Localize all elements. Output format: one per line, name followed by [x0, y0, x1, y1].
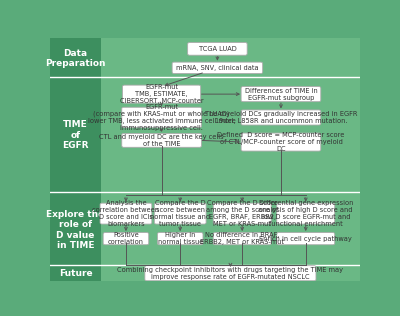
Bar — [101, 77, 360, 192]
Bar — [50, 38, 101, 77]
FancyBboxPatch shape — [158, 233, 203, 245]
Text: Future: Future — [59, 269, 92, 278]
Text: EGFR-mut
(compare with KRAS-mut or whole LUAD)
lower TMB, less activated immune : EGFR-mut (compare with KRAS-mut or whole… — [88, 104, 236, 131]
Text: No difference in BRAF,
ERBB2, MET or KRAS-mut: No difference in BRAF, ERBB2, MET or KRA… — [200, 232, 284, 245]
Text: Positive
correlation: Positive correlation — [108, 232, 144, 245]
Text: Differential gene expression
analysis of high D score and
low D score EGFR-mut a: Differential gene expression analysis of… — [258, 200, 353, 227]
Text: EGFR-mut
TMB, ESTIMATE,
CIBERSORT, MCP-counter: EGFR-mut TMB, ESTIMATE, CIBERSORT, MCP-c… — [120, 84, 204, 104]
FancyBboxPatch shape — [213, 203, 271, 224]
FancyBboxPatch shape — [103, 233, 149, 245]
FancyBboxPatch shape — [241, 110, 321, 125]
Text: CTL and myeloid DC are the key cells
of the TIME: CTL and myeloid DC are the key cells of … — [99, 134, 224, 147]
FancyBboxPatch shape — [241, 133, 321, 151]
Text: Differences of TIME in
EGFR-mut subgroup: Differences of TIME in EGFR-mut subgroup — [244, 88, 317, 100]
Bar — [50, 192, 101, 265]
Text: TIME
of
EGFR: TIME of EGFR — [62, 120, 89, 150]
FancyBboxPatch shape — [122, 107, 202, 128]
FancyBboxPatch shape — [122, 133, 202, 147]
FancyBboxPatch shape — [145, 266, 316, 281]
Bar — [50, 77, 101, 192]
Text: Higher in
normal tissue: Higher in normal tissue — [158, 232, 203, 245]
Text: Explore the
role of
D value
in TIME: Explore the role of D value in TIME — [46, 210, 105, 250]
FancyBboxPatch shape — [122, 85, 201, 103]
Text: Compare the D score
among the D score of
EGFR, BRAF, ERBB2,
MET or KRAS-mut: Compare the D score among the D score of… — [206, 200, 278, 227]
Text: Combining checkpoint inhibitors with drugs targeting the TIME may
improve respon: Combining checkpoint inhibitors with dru… — [118, 267, 344, 280]
FancyBboxPatch shape — [100, 203, 152, 224]
Text: TCGA LUAD: TCGA LUAD — [198, 46, 236, 52]
Bar — [101, 38, 360, 77]
Text: mRNA, SNV, clinical data: mRNA, SNV, clinical data — [176, 65, 259, 71]
Text: Compare the D
score between
normal tissue and
tumor tissue: Compare the D score between normal tissu… — [150, 200, 210, 227]
Bar — [101, 192, 360, 265]
FancyBboxPatch shape — [241, 87, 321, 102]
Bar — [50, 265, 101, 281]
FancyBboxPatch shape — [213, 233, 271, 245]
FancyBboxPatch shape — [277, 233, 335, 245]
FancyBboxPatch shape — [277, 203, 335, 224]
Text: The myeloid DCs gradually increased in EGFR
19del, L858R and uncommon mutation.: The myeloid DCs gradually increased in E… — [205, 111, 357, 124]
Text: Data
Preparation: Data Preparation — [45, 49, 106, 68]
Text: Enrich in cell cycle pathway: Enrich in cell cycle pathway — [259, 236, 352, 242]
FancyBboxPatch shape — [172, 62, 263, 74]
Text: Analysis the
correlation between
D score and ICIs
biomarkers: Analysis the correlation between D score… — [92, 200, 160, 227]
Text: Defined  D score = MCP-counter score
of CTL/MCP-counter score of myeloid
DC: Defined D score = MCP-counter score of C… — [217, 132, 345, 152]
FancyBboxPatch shape — [188, 43, 247, 55]
Bar — [101, 265, 360, 281]
FancyBboxPatch shape — [154, 203, 206, 224]
